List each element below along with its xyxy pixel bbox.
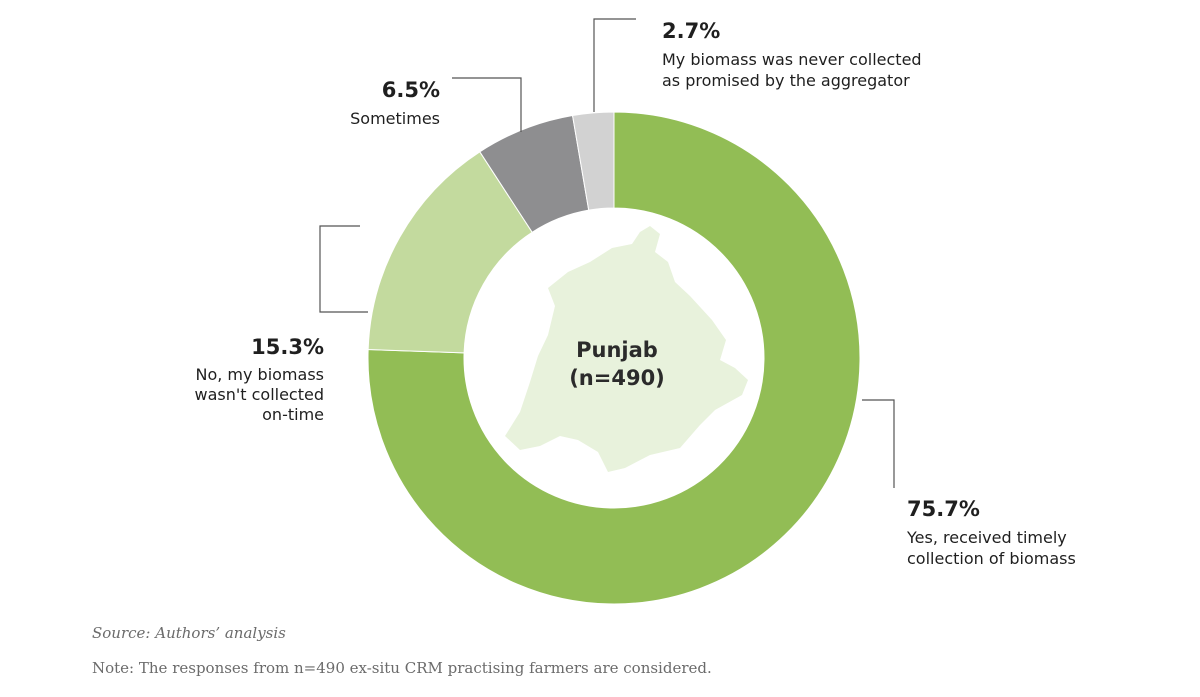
- leader-line-label-never-collected: [593, 18, 636, 112]
- slice-never-collected: [571, 111, 615, 211]
- label-timely-collection-description: collection of biomass: [907, 549, 1076, 568]
- slices-layer: [367, 111, 861, 605]
- center-label-group: Punjab (n=490): [569, 338, 665, 390]
- label-not-on-time-description: No, my biomass: [195, 365, 324, 384]
- slice-timely-collection: [367, 111, 861, 605]
- leader-line-label-not-on-time: [319, 225, 368, 313]
- label-timely-collection-description: Yes, received timely: [906, 528, 1067, 547]
- punjab-map-shape: [505, 226, 748, 472]
- label-never-collected-description: My biomass was never collected: [662, 50, 922, 69]
- label-timely-collection-percent: 75.7%: [907, 497, 980, 521]
- leader-line-label-sometimes: [452, 77, 522, 132]
- slice-labels: 75.7% Yes, received timely collection of b…: [194, 19, 1075, 568]
- punjab-map-outline: [505, 226, 748, 472]
- label-not-on-time-description: on-time: [262, 405, 324, 424]
- leader-lines: [319, 18, 895, 488]
- label-never-collected-description: as promised by the aggregator: [662, 71, 910, 90]
- footnote: Note: The responses from n=490 ex-situ C…: [92, 659, 712, 677]
- label-never-collected-percent: 2.7%: [662, 19, 720, 43]
- label-not-on-time-percent: 15.3%: [251, 335, 324, 359]
- center-label-title: Punjab: [576, 338, 658, 362]
- leader-line-label-timely-collection: [862, 399, 895, 488]
- center-label-sample-size: (n=490): [569, 366, 665, 390]
- label-sometimes-percent: 6.5%: [382, 78, 440, 102]
- label-not-on-time-description: wasn't collected: [194, 385, 324, 404]
- source-note: Source: Authors’ analysis: [92, 624, 286, 642]
- label-sometimes-description: Sometimes: [350, 109, 440, 128]
